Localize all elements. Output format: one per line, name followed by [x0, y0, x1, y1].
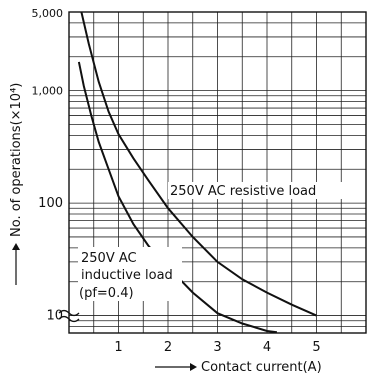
y-tick-label: 10 [46, 309, 63, 324]
y-tick-label: 100 [38, 196, 63, 211]
series-label-inductive-line1: 250V AC [81, 251, 137, 266]
x-tick-label: 3 [213, 340, 221, 355]
series-label-inductive-line3: (pf=0.4) [79, 286, 134, 301]
x-tick-label: 4 [263, 340, 271, 355]
y-tick-label: 1,000 [32, 85, 64, 98]
y-axis-label-group: No. of operations(×10⁴) [9, 83, 24, 285]
x-tick-label: 2 [164, 340, 172, 355]
x-tick-label: 5 [312, 340, 320, 355]
series-line-resistive [80, 11, 317, 317]
series-label-resistive: 250V AC resistive load [170, 184, 316, 199]
resistive-label-bg [168, 182, 364, 199]
plot-frame [68, 11, 367, 334]
curves [77, 11, 317, 334]
x-axis-label: Contact current(A) [201, 360, 322, 375]
y-axis-label: No. of operations(×10⁴) [9, 83, 24, 237]
x-axis-label-group: Contact current(A) [155, 360, 322, 375]
tick-labels: 1 2 3 4 5 10 100 1,000 5,000 [32, 7, 321, 355]
axis-break-mark [58, 309, 80, 323]
series-line-inductive [77, 61, 278, 334]
x-tick-label: 1 [114, 340, 122, 355]
inductive-label-bg [78, 247, 182, 301]
series-label-inductive-line2: inductive load [81, 268, 173, 283]
y-tick-label: 5,000 [32, 7, 64, 20]
